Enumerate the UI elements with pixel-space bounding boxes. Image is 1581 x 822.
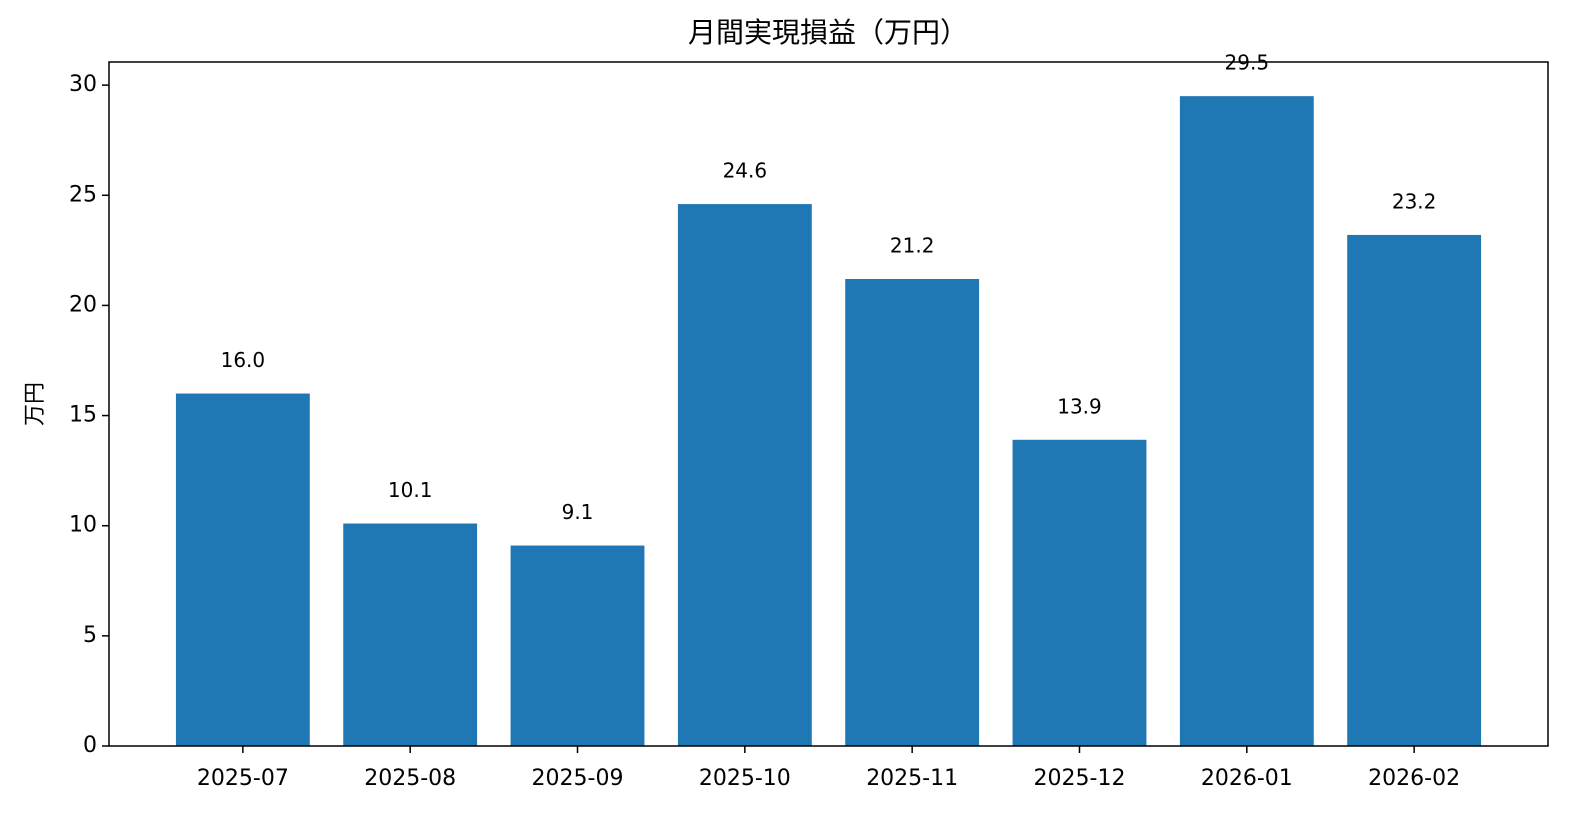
bar bbox=[1179, 96, 1314, 747]
y-tick-label: 0 bbox=[83, 733, 97, 758]
x-tick-label: 2025-09 bbox=[532, 766, 624, 791]
bar bbox=[343, 523, 478, 746]
x-tick-label: 2025-07 bbox=[197, 766, 289, 791]
bar bbox=[510, 545, 645, 746]
chart-title: 月間実現損益（万円） bbox=[688, 16, 968, 49]
x-tick-label: 2025-12 bbox=[1034, 766, 1126, 791]
y-tick-label: 15 bbox=[69, 403, 97, 428]
y-tick-label: 10 bbox=[69, 513, 97, 538]
plot-frame bbox=[108, 61, 1549, 747]
x-tick-label: 2026-02 bbox=[1368, 766, 1460, 791]
value-label: 16.0 bbox=[221, 348, 266, 372]
y-tick-label: 20 bbox=[69, 292, 97, 317]
value-label: 10.1 bbox=[388, 478, 433, 502]
y-axis-label: 万円 bbox=[23, 382, 48, 426]
x-tick-label: 2025-11 bbox=[866, 766, 958, 791]
y-tick-label: 30 bbox=[69, 72, 97, 97]
bar bbox=[1347, 234, 1482, 746]
value-label: 24.6 bbox=[723, 159, 768, 183]
bar bbox=[1012, 439, 1147, 746]
value-label: 23.2 bbox=[1392, 189, 1437, 213]
y-tick-label: 5 bbox=[83, 623, 97, 648]
value-label: 9.1 bbox=[562, 500, 594, 524]
y-tick-label: 25 bbox=[69, 182, 97, 207]
bar bbox=[845, 278, 980, 746]
bar bbox=[175, 393, 310, 746]
x-tick-label: 2026-01 bbox=[1201, 766, 1293, 791]
x-tick-label: 2025-08 bbox=[364, 766, 456, 791]
bar bbox=[677, 204, 812, 746]
value-label: 21.2 bbox=[890, 233, 935, 257]
x-tick-label: 2025-10 bbox=[699, 766, 791, 791]
value-label: 13.9 bbox=[1057, 394, 1102, 418]
